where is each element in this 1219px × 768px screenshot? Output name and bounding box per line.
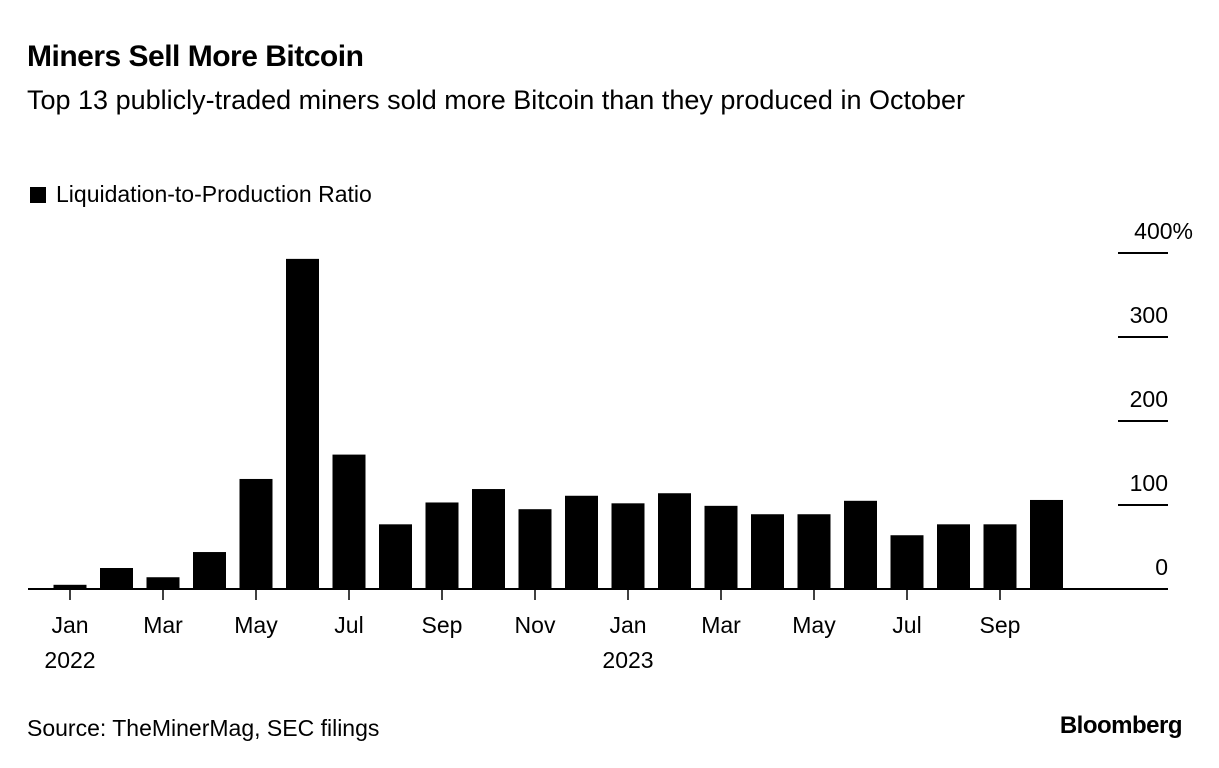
bar <box>53 584 87 589</box>
bar <box>286 258 319 589</box>
bar <box>937 524 970 589</box>
bar <box>332 454 366 589</box>
legend-label: Liquidation-to-Production Ratio <box>56 181 372 207</box>
y-tick-label: 300 <box>1130 302 1168 328</box>
y-tick-label: 0 <box>1155 554 1168 580</box>
chart-subtitle: Top 13 publicly-traded miners sold more … <box>27 85 965 115</box>
legend: Liquidation-to-Production Ratio <box>30 181 372 208</box>
bar <box>379 524 412 589</box>
x-tick-label: Jul <box>892 612 921 638</box>
x-tick-label: Sep <box>422 612 463 638</box>
x-tick-label: Jan <box>51 612 88 638</box>
bar <box>193 552 226 589</box>
x-tick-label: Mar <box>143 612 183 638</box>
bar <box>983 524 1017 589</box>
bar <box>1030 499 1063 589</box>
x-tick-label: Mar <box>701 612 741 638</box>
bar <box>797 514 831 589</box>
bar <box>146 577 180 589</box>
bar <box>472 489 505 589</box>
bar <box>704 505 738 589</box>
source-note: Source: TheMinerMag, SEC filings <box>27 715 380 741</box>
x-tick-label: Sep <box>980 612 1021 638</box>
bar <box>518 509 552 589</box>
x-year-label: 2022 <box>44 647 95 673</box>
x-tick-label: Jul <box>334 612 363 638</box>
bar <box>239 478 273 589</box>
y-tick-label: 400% <box>1134 218 1193 244</box>
bar <box>565 495 598 589</box>
x-tick-label: Jan <box>609 612 646 638</box>
bar <box>611 503 645 589</box>
bloomberg-logo: Bloomberg <box>1059 712 1183 739</box>
chart-title: Miners Sell More Bitcoin <box>27 40 364 73</box>
bar <box>890 535 924 589</box>
bar <box>751 514 784 589</box>
x-tick-label: May <box>234 612 278 638</box>
bar <box>100 568 133 589</box>
x-year-label: 2023 <box>602 647 653 673</box>
y-tick-label: 200 <box>1130 386 1168 412</box>
legend-swatch <box>30 186 46 203</box>
bar <box>844 500 877 589</box>
x-tick-label: May <box>792 612 836 638</box>
bar <box>425 502 459 589</box>
y-tick-label: 100 <box>1130 470 1168 496</box>
bar <box>658 493 691 589</box>
x-tick-label: Nov <box>515 612 556 638</box>
bar-chart: 0 100 200 300 400% Jan 2022 Mar May Jul Sep Nov Jan 2… <box>28 218 1193 673</box>
